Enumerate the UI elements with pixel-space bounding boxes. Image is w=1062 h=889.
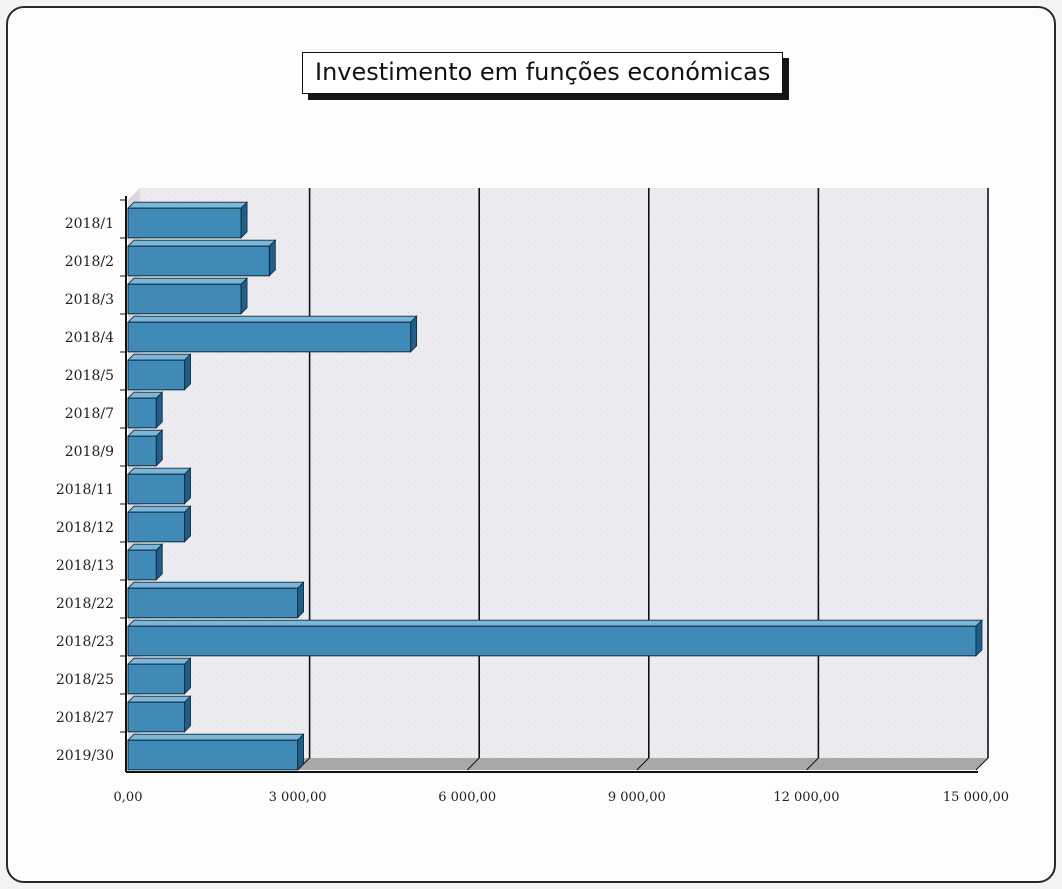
bar-2018/2	[127, 239, 277, 277]
x-tick-label: 15 000,00	[943, 790, 1009, 805]
bar-side	[975, 619, 983, 657]
bar-side	[184, 505, 191, 543]
gridline-floor-15000	[975, 757, 989, 771]
gridline-floor-9000	[636, 757, 650, 771]
bar-2018/12	[127, 505, 192, 543]
y-tick-label: 2019/30	[56, 748, 114, 764]
x-tick-label: 0,00	[114, 790, 143, 805]
bar-2018/23	[127, 619, 983, 657]
chart-title: Investimento em funções económicas	[302, 52, 784, 94]
x-tick-label: 6 000,00	[438, 790, 496, 805]
back-wall	[140, 188, 988, 758]
gridline-floor-12000	[806, 757, 819, 771]
y-tick-label: 2018/27	[56, 710, 114, 726]
bar-side	[184, 657, 191, 695]
bar-2018/5	[127, 353, 192, 391]
bar-front	[127, 549, 157, 581]
bar-side	[184, 353, 191, 391]
bar-front	[127, 207, 242, 239]
bar-top	[127, 505, 192, 513]
y-tick-labels: 2018/1 2018/2 2018/3 2018/4 2018/5 2018/7 2018…	[56, 216, 114, 764]
bar-2018/1	[127, 201, 249, 239]
bar-front	[127, 283, 242, 315]
bar-side	[155, 429, 163, 467]
y-tick-label: 2018/13	[56, 558, 114, 574]
axes	[120, 196, 978, 773]
bar-front	[127, 663, 186, 695]
x-tick-labels: 0,00 3 000,00 6 000,00 9 000,00 12 000,00 15 …	[114, 790, 1010, 805]
y-tick-label: 2018/9	[65, 444, 114, 460]
bar-front	[127, 587, 299, 619]
gridline-floor-6000	[466, 757, 480, 771]
bar-front	[127, 245, 270, 277]
bar-top	[127, 201, 249, 209]
bar-2018/3	[127, 277, 249, 315]
y-tick-label: 2018/11	[56, 482, 114, 498]
bar-top	[127, 467, 192, 475]
gridlines	[297, 188, 989, 771]
bar-2019/30	[127, 733, 305, 771]
y-tick-label: 2018/25	[56, 672, 114, 688]
bar-side	[240, 277, 248, 315]
bar-side	[240, 201, 248, 239]
bar-front	[127, 397, 157, 429]
bar-side	[184, 695, 191, 733]
y-tick-label: 2018/4	[65, 330, 114, 346]
bar-top	[127, 581, 305, 589]
bar-2018/27	[127, 695, 192, 733]
bar-front	[127, 701, 186, 733]
bar-front	[127, 359, 186, 391]
bar-2018/9	[127, 429, 164, 467]
x-tick-label: 9 000,00	[608, 790, 666, 805]
chart-title-box: Investimento em funções económicas	[302, 52, 784, 94]
bar-top	[127, 315, 418, 323]
bar-top	[127, 277, 249, 285]
y-tick-label: 2018/3	[65, 292, 114, 308]
y-tick-label: 2018/1	[65, 216, 114, 232]
bar-2018/13	[127, 543, 164, 581]
bar-front	[127, 321, 412, 353]
y-tick-label: 2018/5	[65, 368, 114, 384]
y-tick-label: 2018/22	[56, 596, 114, 612]
bar-2018/22	[127, 581, 305, 619]
y-tick-label: 2018/2	[65, 254, 114, 270]
bar-2018/7	[127, 391, 164, 429]
y-tick-label: 2018/23	[56, 634, 114, 650]
y-tick-label: 2018/12	[56, 520, 114, 536]
bar-front	[127, 739, 299, 771]
bar-top	[127, 353, 192, 361]
bar-front	[127, 435, 157, 467]
bar-side	[297, 733, 305, 771]
bar-side	[184, 467, 191, 505]
bar-top	[127, 619, 983, 627]
bar-side	[410, 315, 418, 353]
bar-front	[127, 625, 977, 657]
bar-top	[127, 733, 305, 741]
bar-side	[297, 581, 305, 619]
bar-top	[127, 239, 277, 247]
y-tick-label: 2018/7	[65, 406, 114, 422]
bar-top	[127, 695, 192, 703]
bar-side	[268, 239, 276, 277]
bar-side	[155, 391, 163, 429]
x-tick-label: 12 000,00	[773, 790, 839, 805]
bar-2018/25	[127, 657, 192, 695]
bar-2018/11	[127, 467, 192, 505]
bars	[127, 201, 983, 771]
bar-top	[127, 657, 192, 665]
bar-front	[127, 473, 186, 505]
plot-area	[128, 188, 988, 770]
bar-side	[155, 543, 163, 581]
bar-2018/4	[127, 315, 418, 353]
floor	[128, 758, 988, 770]
bar-front	[127, 511, 186, 543]
x-tick-label: 3 000,00	[269, 790, 327, 805]
